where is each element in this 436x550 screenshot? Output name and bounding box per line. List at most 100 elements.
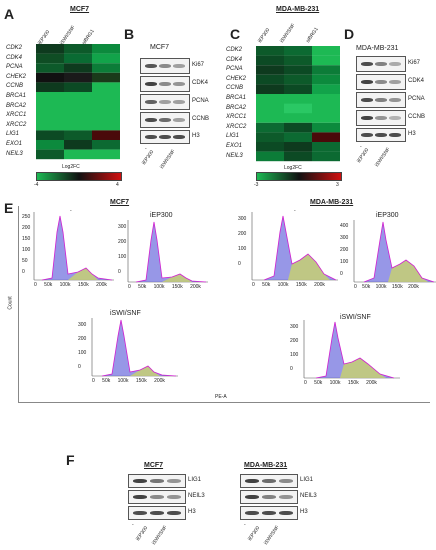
yticks: 250 200 150 100 50 0 (22, 212, 30, 278)
xtick: 150k (171, 284, 183, 290)
panel-d-cell: MDA-MB-231 (356, 45, 399, 52)
xtick: 100k (277, 282, 289, 288)
ytick: 300 (78, 322, 87, 328)
plot-title: iSWI/SNF (110, 310, 141, 317)
ytick: 300 (238, 216, 247, 222)
ytick: 300 (340, 235, 349, 241)
ytick: 50 (22, 258, 28, 264)
xticks: 0 50k 100k 150k 200k (128, 284, 201, 290)
band-label: CDK4 (192, 80, 209, 86)
panel-c-title: MDA-MB-231 (276, 6, 320, 13)
ytick: 100 (290, 352, 299, 358)
xtick: 200k (408, 284, 419, 290)
row-label: CCNB (226, 85, 244, 92)
lane-label: - (244, 522, 246, 528)
col-label: iSWI/SNF (279, 22, 297, 44)
xtick: 200k (154, 378, 165, 384)
lane-label: iEP300 (141, 149, 156, 166)
lane-label: iSWI/SNF (374, 146, 392, 168)
yticks: 300 200 100 0 (78, 318, 86, 374)
panel-e-mcf7: MCF7 (110, 199, 130, 206)
ytick: 300 (118, 224, 127, 230)
xtick: 0 (304, 380, 307, 386)
blot-lig1-mda (240, 474, 298, 488)
yticks: 300 200 100 0 (290, 320, 298, 376)
row-label: CDK4 (6, 54, 23, 61)
xtick: 0 (128, 284, 131, 290)
xtick: 200k (96, 282, 107, 288)
xtick: 0 (252, 282, 255, 288)
histogram-mda-ctrl (251, 212, 338, 281)
ytick: 200 (118, 239, 127, 245)
ytick: 0 (78, 364, 81, 370)
ytick: 0 (238, 261, 241, 267)
xtick: 50k (314, 380, 323, 386)
xtick: 150k (295, 282, 307, 288)
xtick: 200k (314, 282, 325, 288)
row-label: XRCC2 (6, 121, 27, 128)
xtick: 0 (34, 282, 37, 288)
yticks: 300 200 100 0 (238, 212, 246, 272)
row-label: BRCA2 (6, 102, 27, 109)
plot-title: iEP300 (376, 212, 399, 219)
row-label: CDK2 (226, 47, 243, 53)
lane-label: iEP300 (356, 147, 371, 164)
plot-title: - (294, 208, 296, 214)
colorbar (256, 172, 342, 181)
heatmap-a (36, 44, 120, 160)
xtick: 50k (138, 284, 147, 290)
colorbar (36, 172, 122, 181)
row-label: BRCA1 (6, 92, 27, 99)
panel-a-title: MCF7 (70, 6, 90, 13)
plot-title: iEP300 (150, 212, 173, 219)
ytick: 100 (238, 246, 247, 252)
colorbar-label: Log2FC (62, 164, 80, 170)
xticks: 0 50k 100k 150k 200k (252, 282, 325, 288)
ytick: 400 (340, 223, 349, 229)
blot-ccnb (140, 112, 190, 128)
band-label: CCNB (192, 116, 210, 122)
band-label: LIG1 (300, 477, 314, 483)
xtick: 0 (92, 378, 95, 384)
col-label: iSWI/SNF (59, 24, 77, 46)
histogram-mda-iep300 (353, 220, 436, 283)
row-labels: CDK2 CDK4 PCNA CHEK2 CCNB BRCA1 BRCA2 XR… (226, 46, 246, 161)
panel-letter-e: E (4, 200, 14, 216)
row-label: EXO1 (226, 142, 243, 149)
band-label: NEIL3 (188, 493, 205, 499)
xtick: 100k (153, 284, 165, 290)
histogram-mcf7-ctrl (33, 212, 114, 281)
row-label: XRCC1 (226, 114, 247, 121)
xtick: 150k (135, 378, 147, 384)
col-label: iEP300 (257, 27, 272, 44)
panel-b-cell: MCF7 (150, 44, 170, 51)
xtick: 200k (190, 284, 201, 290)
plot-title: iSWI/SNF (340, 314, 371, 321)
band-label: H3 (408, 131, 416, 137)
band-label: Ki67 (192, 62, 205, 68)
row-label: CDK4 (226, 56, 243, 63)
panel-letter-a: A (4, 6, 15, 22)
blot-h3-mcf7 (128, 506, 186, 520)
row-label: CCNB (6, 83, 24, 90)
ytick: 200 (78, 336, 87, 342)
band-label: H3 (300, 509, 308, 515)
panel-e-mda: MDA-MB-231 (310, 199, 354, 206)
xtick: 100k (117, 378, 129, 384)
histogram-mda-iswisnf (303, 320, 400, 379)
lane-label: iSWI/SNF (159, 148, 177, 170)
colorbar-max: 3 (336, 182, 339, 188)
ytick: 200 (340, 247, 349, 253)
row-label: BRCA1 (226, 94, 247, 101)
band-label: NEIL3 (300, 493, 317, 499)
lane-label: - (360, 144, 362, 150)
blot-cdk4 (140, 76, 190, 92)
row-label: NEIL3 (6, 150, 23, 157)
panel-letter-c: C (230, 26, 241, 42)
band-label: PCNA (408, 96, 425, 102)
ytick: 250 (22, 214, 31, 220)
panel-letter-d: D (344, 26, 355, 42)
lane-label: - (145, 146, 147, 152)
blot-neil3-mda (240, 490, 298, 504)
ytick: 0 (22, 269, 25, 275)
